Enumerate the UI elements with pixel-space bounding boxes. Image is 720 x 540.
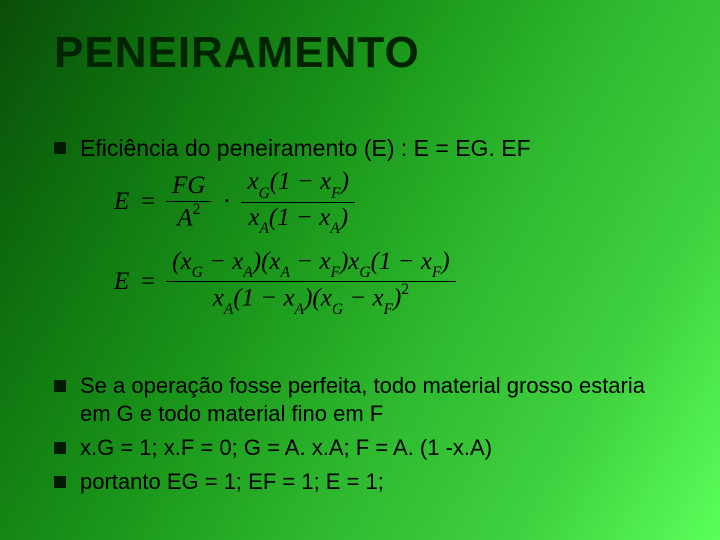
eq1-frac-a-num: FG <box>166 173 211 199</box>
t: F <box>331 185 340 202</box>
t: G <box>332 301 343 318</box>
formula-block: E = FG A2 · xG(1 − xF) xA(1 − xA) <box>114 169 680 315</box>
t: ) <box>341 168 349 195</box>
t: ( <box>312 285 320 312</box>
eq1-dot: · <box>221 188 231 216</box>
t: A <box>224 301 233 318</box>
t: x <box>372 285 383 312</box>
eq1-frac-a: FG A2 <box>166 173 211 232</box>
t: − <box>203 248 232 275</box>
bullet-list-bottom: Se a operação fosse perfeita, todo mater… <box>54 372 680 497</box>
t: x <box>232 248 243 275</box>
t: x <box>247 168 258 195</box>
t: x <box>319 204 330 231</box>
eq1-frac-a-den: A2 <box>171 204 206 232</box>
spacer <box>54 334 680 364</box>
t: − <box>290 248 319 275</box>
t: x <box>269 248 280 275</box>
t: x <box>421 248 432 275</box>
t: F <box>432 264 441 281</box>
bullet-efficiency: Eficiência do peneiramento (E) : E = EG.… <box>54 134 680 163</box>
eq1-den-base: A <box>177 204 192 231</box>
bullet-perfect-operation: Se a operação fosse perfeita, todo mater… <box>54 372 680 428</box>
t: x <box>320 168 331 195</box>
eq2-lhs: E <box>114 268 129 296</box>
t: A <box>281 264 290 281</box>
slide: PENEIRAMENTO Eficiência do peneiramento … <box>0 0 720 540</box>
t: (1 − <box>371 248 421 275</box>
eq2-op: = <box>139 268 156 296</box>
t: (1 − <box>233 285 283 312</box>
t: (1 − <box>270 168 320 195</box>
t: x <box>180 248 191 275</box>
t: F <box>330 264 339 281</box>
t: G <box>192 264 203 281</box>
t: x <box>319 248 330 275</box>
t: x <box>348 248 359 275</box>
t: ) <box>340 204 348 231</box>
t: G <box>259 185 270 202</box>
t: x <box>321 285 332 312</box>
eq1-frac-b: xG(1 − xF) xA(1 − xA) <box>241 169 354 235</box>
bullet-list-top: Eficiência do peneiramento (E) : E = EG.… <box>54 134 680 163</box>
t: x <box>284 285 295 312</box>
t: x <box>248 204 259 231</box>
eq2-num: (xG − xA)(xA − xF)xG(1 − xF) <box>166 249 456 279</box>
t: A <box>330 220 339 237</box>
t: A <box>259 220 268 237</box>
eq1-lhs: E <box>114 188 129 216</box>
t: 2 <box>401 281 409 298</box>
t: (1 − <box>269 204 319 231</box>
eq1-op: = <box>139 188 156 216</box>
eq1-frac-b-num: xG(1 − xF) <box>241 169 354 199</box>
t: ) <box>253 248 261 275</box>
equation-2: E = (xG − xA)(xA − xF)xG(1 − xF) xA(1 − … <box>114 249 680 316</box>
bullet-xg-xf-values: x.G = 1; x.F = 0; G = A. x.A; F = A. (1 … <box>54 434 680 462</box>
fraction-bar <box>166 201 211 202</box>
bullet-therefore: portanto EG = 1; EF = 1; E = 1; <box>54 468 680 496</box>
t: − <box>343 285 372 312</box>
t: F <box>384 301 393 318</box>
equation-1: E = FG A2 · xG(1 − xF) xA(1 − xA) <box>114 169 680 235</box>
t: G <box>359 264 370 281</box>
slide-title: PENEIRAMENTO <box>54 28 680 78</box>
t: A <box>295 301 304 318</box>
eq1-frac-b-den: xA(1 − xA) <box>242 205 354 235</box>
fraction-bar <box>166 281 456 282</box>
eq2-den: xA(1 − xA)(xG − xF)2 <box>207 284 415 316</box>
t: x <box>213 285 224 312</box>
t: A <box>243 264 252 281</box>
eq2-frac: (xG − xA)(xA − xF)xG(1 − xF) xA(1 − xA)(… <box>166 249 456 316</box>
eq1-den-exp: 2 <box>193 201 201 218</box>
t: ) <box>441 248 449 275</box>
